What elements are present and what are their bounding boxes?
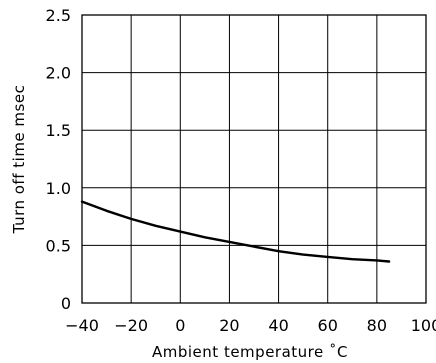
x-tick-label: 80 <box>367 316 387 335</box>
y-axis-ticks: 0 0.5 1.0 1.5 2.0 2.5 <box>46 6 71 313</box>
x-tick-label: 100 <box>411 316 436 335</box>
x-tick-label: −40 <box>65 316 99 335</box>
series-layer <box>80 200 391 263</box>
x-tick-label: 0 <box>175 316 185 335</box>
y-tick-label: 1.5 <box>46 121 71 140</box>
y-axis-title: Turn off time msec <box>10 85 28 235</box>
y-tick-label: 0 <box>61 294 71 313</box>
x-axis-title: Ambient temperature ˚C <box>152 343 348 361</box>
x-tick-label: 60 <box>318 316 338 335</box>
x-tick-label: 20 <box>219 316 239 335</box>
series-line <box>80 200 391 263</box>
y-tick-label: 2.0 <box>46 64 71 83</box>
x-axis-ticks: −40 −20 0 20 40 60 80 100 <box>65 316 436 335</box>
y-tick-label: 0.5 <box>46 236 71 255</box>
x-tick-label: 40 <box>268 316 288 335</box>
plot-frame <box>81 14 427 304</box>
y-tick-label: 1.0 <box>46 179 71 198</box>
x-tick-label: −20 <box>114 316 148 335</box>
grid-lines <box>82 15 426 303</box>
y-tick-label: 2.5 <box>46 6 71 25</box>
